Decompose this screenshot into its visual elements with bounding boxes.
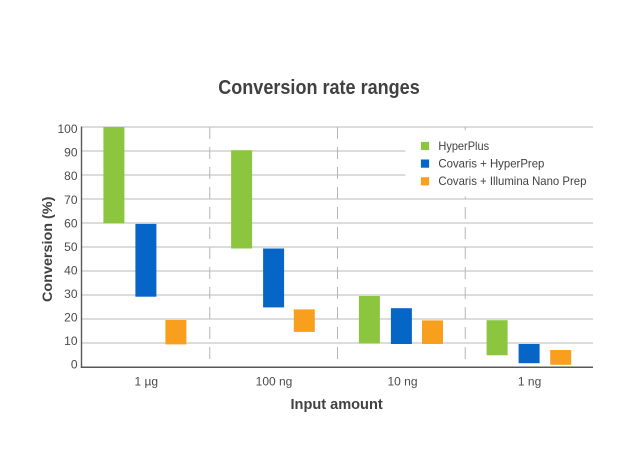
svg-text:40: 40	[64, 263, 78, 277]
svg-text:10: 10	[64, 334, 78, 348]
svg-text:Input amount: Input amount	[291, 396, 383, 413]
svg-text:1 ng: 1 ng	[518, 374, 541, 388]
svg-text:70: 70	[64, 193, 78, 207]
svg-text:80: 80	[64, 169, 78, 183]
svg-text:50: 50	[64, 240, 78, 254]
svg-text:100: 100	[57, 122, 77, 136]
svg-text:Conversion rate ranges: Conversion rate ranges	[218, 77, 420, 99]
svg-text:0: 0	[71, 358, 78, 372]
svg-text:100 ng: 100 ng	[256, 374, 293, 388]
svg-text:60: 60	[64, 216, 78, 230]
svg-text:Covaris + HyperPrep: Covaris + HyperPrep	[438, 157, 544, 171]
svg-text:30: 30	[64, 287, 78, 301]
svg-text:20: 20	[64, 311, 78, 325]
svg-text:1 µg: 1 µg	[134, 374, 158, 388]
svg-text:HyperPlus: HyperPlus	[438, 139, 489, 153]
svg-text:90: 90	[64, 146, 78, 160]
svg-text:Conversion (%): Conversion (%)	[39, 197, 55, 302]
svg-text:Covaris + Illumina Nano Prep: Covaris + Illumina Nano Prep	[438, 174, 586, 188]
svg-text:10 ng: 10 ng	[387, 374, 417, 388]
